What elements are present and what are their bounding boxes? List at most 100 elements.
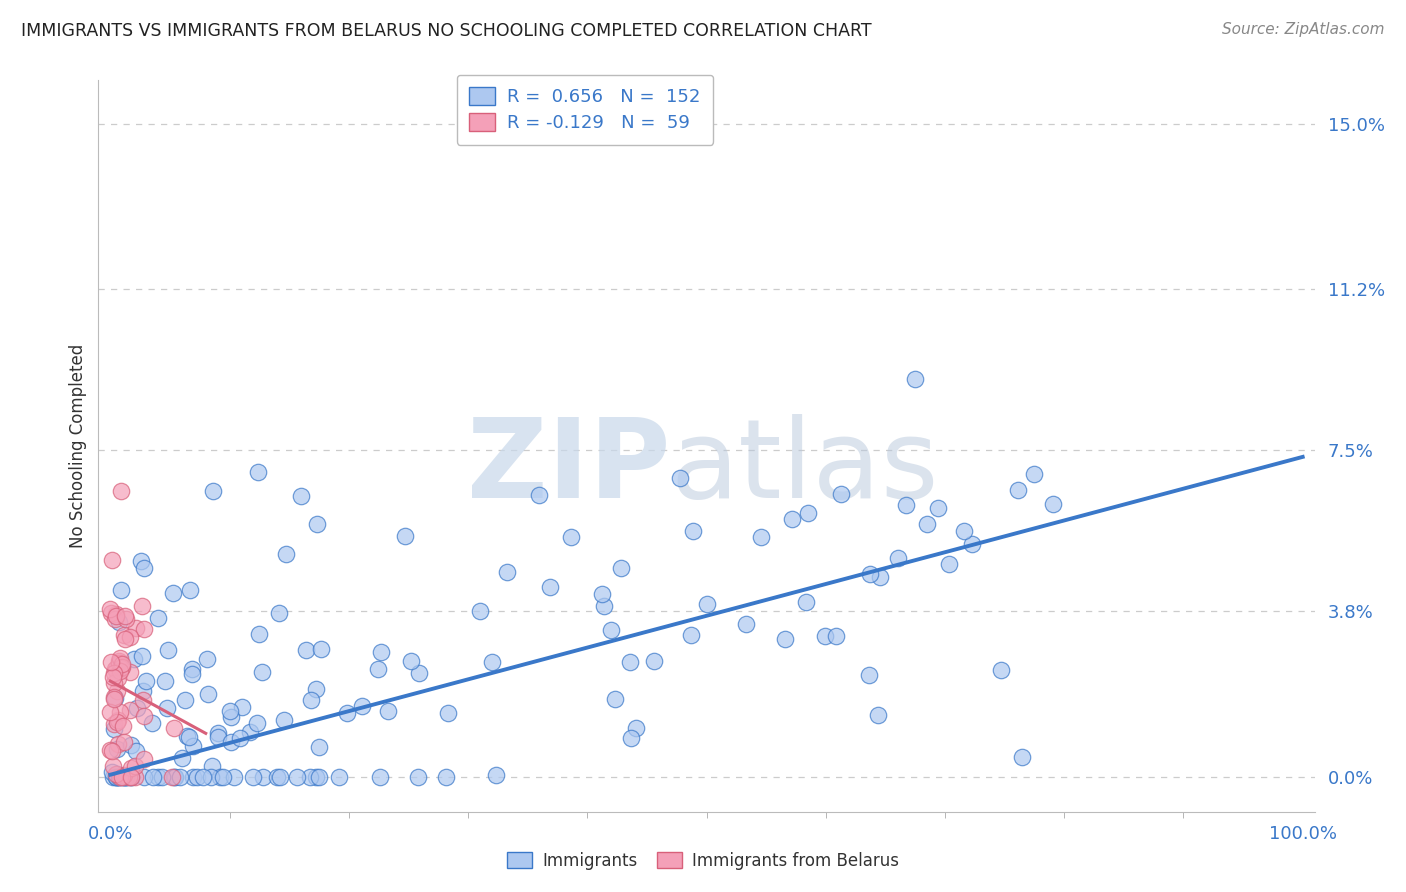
Point	[112, 628, 135, 642]
Point	[105, 662, 128, 676]
Point	[591, 587, 613, 601]
Point	[105, 770, 128, 784]
Point	[121, 770, 143, 784]
Point	[103, 670, 125, 684]
Point	[1024, 467, 1046, 482]
Point	[112, 770, 135, 784]
Point	[108, 705, 131, 719]
Point	[176, 729, 198, 743]
Point	[155, 701, 177, 715]
Text: IMMIGRANTS VS IMMIGRANTS FROM BELARUS NO SCHOOLING COMPLETED CORRELATION CHART: IMMIGRANTS VS IMMIGRANTS FROM BELARUS NO…	[21, 22, 872, 40]
Point	[201, 759, 224, 773]
Point	[186, 770, 208, 784]
Point	[103, 717, 125, 731]
Point	[246, 465, 269, 479]
Point	[127, 701, 149, 715]
Point	[169, 770, 191, 784]
Point	[107, 770, 129, 784]
Point	[101, 744, 124, 758]
Point	[191, 770, 214, 784]
Point	[682, 524, 704, 538]
Point	[114, 770, 136, 784]
Point	[1011, 749, 1033, 764]
Point	[114, 609, 136, 624]
Point	[124, 770, 146, 784]
Point	[135, 673, 157, 688]
Point	[108, 650, 131, 665]
Point	[859, 567, 882, 582]
Point	[250, 665, 273, 680]
Point	[866, 707, 889, 722]
Point	[110, 661, 132, 675]
Point	[101, 759, 124, 773]
Point	[207, 730, 229, 744]
Point	[938, 558, 960, 572]
Point	[197, 687, 219, 701]
Point	[624, 721, 647, 735]
Point	[132, 561, 155, 575]
Point	[131, 599, 153, 613]
Point	[125, 744, 148, 758]
Point	[103, 676, 125, 690]
Point	[107, 713, 129, 727]
Point	[120, 770, 142, 784]
Point	[401, 654, 423, 668]
Point	[120, 665, 142, 679]
Point	[904, 372, 927, 386]
Point	[111, 770, 134, 784]
Point	[101, 765, 124, 780]
Point	[100, 655, 122, 669]
Point	[247, 627, 270, 641]
Point	[619, 655, 641, 669]
Point	[290, 489, 312, 503]
Point	[681, 628, 703, 642]
Point	[110, 483, 132, 498]
Point	[896, 498, 918, 512]
Point	[538, 580, 561, 594]
Point	[134, 709, 156, 723]
Point	[830, 487, 852, 501]
Point	[120, 761, 142, 775]
Point	[328, 770, 350, 784]
Point	[107, 671, 129, 685]
Text: atlas: atlas	[671, 415, 939, 522]
Point	[165, 770, 187, 784]
Point	[100, 553, 122, 567]
Point	[208, 770, 231, 784]
Point	[108, 770, 131, 784]
Point	[100, 602, 122, 616]
Point	[394, 529, 416, 543]
Point	[104, 611, 127, 625]
Point	[132, 684, 155, 698]
Point	[962, 537, 984, 551]
Point	[915, 517, 938, 532]
Point	[481, 655, 503, 669]
Point	[212, 770, 235, 784]
Point	[112, 735, 135, 749]
Point	[115, 612, 138, 626]
Point	[118, 703, 141, 717]
Point	[593, 599, 616, 613]
Point	[470, 604, 492, 618]
Point	[131, 649, 153, 664]
Point	[177, 731, 200, 745]
Point	[100, 606, 122, 620]
Point	[112, 770, 135, 784]
Point	[408, 665, 430, 680]
Point	[112, 719, 135, 733]
Y-axis label: No Schooling Completed: No Schooling Completed	[69, 344, 87, 548]
Point	[132, 693, 155, 707]
Point	[990, 663, 1012, 677]
Point	[181, 662, 204, 676]
Point	[195, 652, 218, 666]
Point	[114, 632, 136, 646]
Point	[105, 770, 128, 784]
Point	[266, 770, 288, 784]
Point	[103, 690, 125, 705]
Point	[794, 595, 817, 609]
Point	[869, 570, 891, 584]
Point	[110, 582, 132, 597]
Point	[668, 471, 690, 485]
Point	[105, 684, 128, 698]
Point	[111, 660, 134, 674]
